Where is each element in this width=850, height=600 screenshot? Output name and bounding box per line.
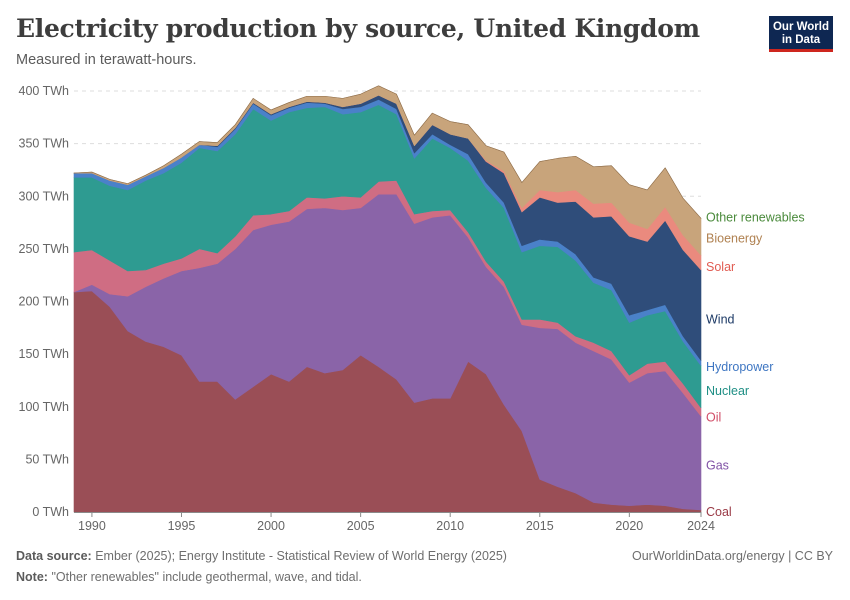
chart-note: Note: "Other renewables" include geother…: [16, 570, 362, 584]
y-axis-ticks: 0 TWh 50 TWh 100 TWh 150 TWh 200 TWh 250 TWh 3…: [19, 84, 70, 519]
data-source: Data source: Ember (2025); Energy Instit…: [16, 549, 507, 563]
x-tick-label: 1990: [78, 519, 106, 533]
x-tick-label: 2024: [687, 519, 715, 533]
x-tick-label: 1995: [168, 519, 196, 533]
y-tick-label: 200 TWh: [19, 295, 70, 309]
stacked-area-chart: 0 TWh 50 TWh 100 TWh 150 TWh 200 TWh 250 TWh 3…: [19, 84, 805, 533]
x-tick-label: 2005: [347, 519, 375, 533]
y-tick-label: 100 TWh: [19, 400, 70, 414]
label-wind: Wind: [706, 312, 735, 326]
note-label: Note:: [16, 570, 48, 584]
x-tick-label: 2010: [436, 519, 464, 533]
x-tick-label: 2020: [615, 519, 643, 533]
y-tick-label: 400 TWh: [19, 84, 70, 98]
label-nuclear: Nuclear: [706, 384, 749, 398]
x-tick-label: 2000: [257, 519, 285, 533]
label-bioenergy: Bioenergy: [706, 231, 763, 245]
area-other-renewables: [73, 85, 702, 219]
logo-line-2: in Data: [781, 34, 821, 46]
data-source-text[interactable]: Ember (2025); Energy Institute - Statist…: [95, 549, 507, 563]
series-areas: [73, 85, 702, 513]
y-tick-label: 50 TWh: [25, 452, 69, 466]
label-oil: Oil: [706, 410, 721, 424]
note-text: "Other renewables" include geothermal, w…: [51, 570, 362, 584]
label-other-renewables: Other renewables: [706, 210, 805, 224]
owid-logo[interactable]: Our World in Data: [769, 16, 833, 52]
label-hydropower: Hydropower: [706, 360, 773, 374]
label-solar: Solar: [706, 260, 735, 274]
x-axis: 1990 1995 2000 2005 2010 2015 2020 2024: [74, 512, 715, 533]
y-tick-label: 150 TWh: [19, 347, 70, 361]
series-labels: Other renewables Bioenergy Solar Wind Hydrop…: [706, 210, 805, 519]
logo-line-1: Our World: [772, 21, 829, 33]
y-tick-label: 350 TWh: [19, 137, 70, 151]
credit-link[interactable]: OurWorldinData.org/energy | CC BY: [631, 549, 833, 563]
x-tick-label: 2015: [526, 519, 554, 533]
label-coal: Coal: [706, 505, 732, 519]
y-tick-label: 0 TWh: [32, 505, 69, 519]
data-source-label: Data source:: [16, 549, 92, 563]
chart-subtitle: Measured in terawatt-hours.: [16, 52, 197, 68]
y-tick-label: 300 TWh: [19, 189, 70, 203]
y-tick-label: 250 TWh: [19, 242, 70, 256]
chart-title: Electricity production by source, United…: [16, 14, 700, 43]
label-gas: Gas: [706, 459, 729, 473]
